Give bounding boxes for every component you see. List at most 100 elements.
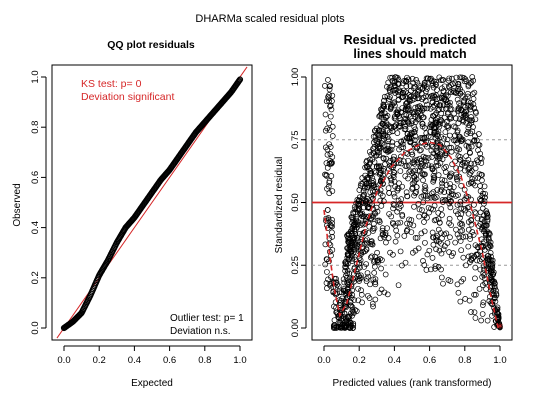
residual-point [390,156,396,163]
residual-point [438,206,445,212]
residual-point [323,172,330,178]
residual-point [459,93,466,99]
residual-point [475,159,481,166]
residual-point [431,129,438,136]
residual-point [433,142,440,149]
residual-x-axis-label: Predicted values (rank transformed) [333,378,492,389]
residual-point [367,159,373,166]
residual-point [356,273,362,279]
residual-point [489,271,496,278]
residual-point [483,222,490,229]
residual-point [367,281,373,288]
residual-point [481,183,488,190]
residual-point [476,285,483,292]
residual-point [349,307,356,314]
x-tick-label: 0.2 [353,355,366,366]
residual-point [452,137,459,144]
residual-point [393,74,400,81]
residual-point [420,153,427,160]
residual-point [394,141,400,147]
residual-point [342,301,349,307]
residual-points [322,74,503,331]
residual-point [370,221,377,227]
residual-point [367,168,374,174]
residual-point [433,79,439,85]
residual-point [358,291,365,298]
residual-point [484,213,491,220]
residual-point [324,285,330,292]
residual-point [438,240,444,247]
residual-point [425,162,431,168]
residual-point [424,101,430,108]
residual-point [429,165,436,172]
residual-plot-content: * [312,74,512,335]
residual-point [404,220,410,227]
residual-point [367,169,374,176]
residual-point [422,183,428,189]
residual-point [322,144,329,151]
residual-point [369,175,376,181]
residual-point [459,89,465,95]
residual-point [351,254,358,260]
residual-point [374,131,380,137]
residual-point [419,135,426,141]
residual-point [434,187,441,193]
residual-point [479,274,486,280]
residual-point [370,182,377,189]
residual-point [404,74,410,81]
residual-point [376,217,383,224]
residual-point [439,212,445,218]
residual-point [483,279,490,286]
residual-point [407,221,413,228]
residual-point [372,279,379,286]
residual-point [457,228,464,235]
residual-point [468,79,475,86]
residual-point [432,131,438,138]
residual-point [394,220,401,227]
residual-point [361,264,367,270]
residual-point [400,119,407,126]
residual-point [361,183,368,190]
residual-point [478,155,485,162]
residual-point [416,206,423,213]
residual-point [433,216,439,223]
residual-point [455,289,462,296]
residual-point [358,211,365,218]
residual-point [327,113,334,120]
qq-y-axis: 0.0 0.2 0.4 0.6 0.8 1.0 [30,70,47,335]
qq-plot-frame [51,64,253,341]
residual-point [461,206,467,212]
residual-point [346,313,353,320]
residual-point [444,140,450,147]
residual-point [328,106,335,113]
residual-point [363,275,370,282]
residual-point [412,235,419,241]
residual-point [346,246,353,253]
residual-point [326,141,333,148]
residual-point [440,102,447,109]
residual-point [469,74,476,80]
residual-point [377,235,384,242]
residual-point [435,107,442,114]
residual-point [438,134,445,140]
residual-point [403,112,410,119]
residual-point [326,83,333,90]
residual-point [397,203,404,209]
residual-point [420,135,426,142]
residual-point [380,128,387,135]
residual-point [387,105,394,112]
residual-point [380,155,387,161]
residual-point [391,170,398,176]
residual-point [331,317,338,324]
residual-point [467,259,473,265]
residual-point [461,111,468,118]
residual-point [370,276,377,283]
residual-point [428,75,434,82]
residual-point [355,207,361,214]
residual-point [328,173,335,179]
residual-point [452,239,459,246]
x-tick-label: 0.0 [57,355,70,366]
residual-point [458,247,465,254]
residual-point [403,135,410,141]
residual-point [468,160,474,167]
